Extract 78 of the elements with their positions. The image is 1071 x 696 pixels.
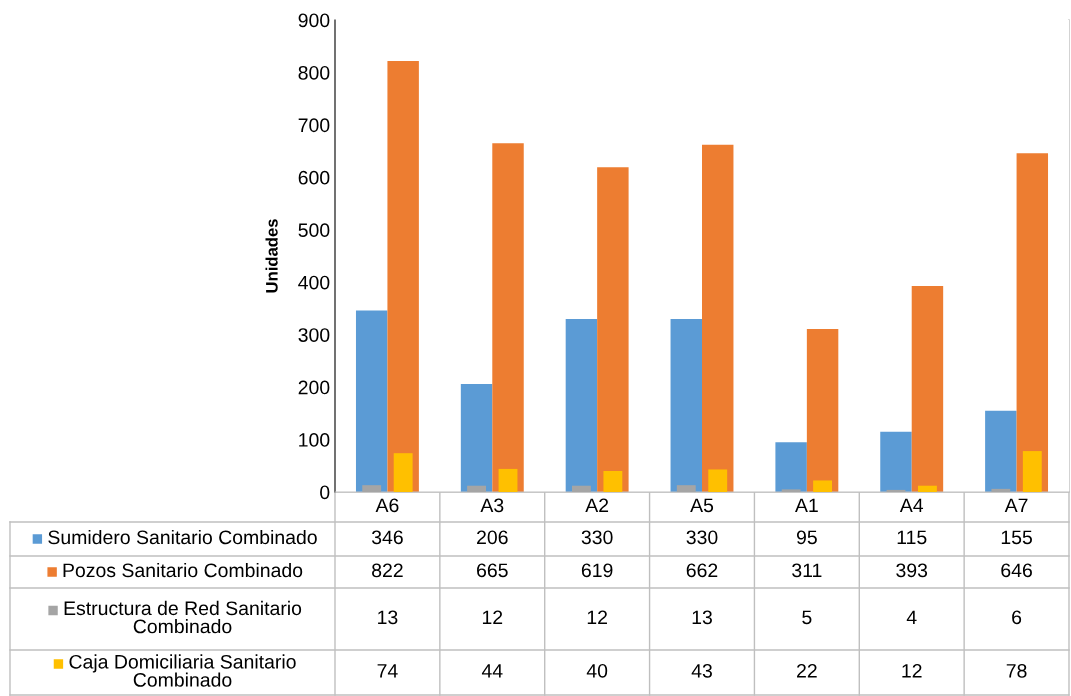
bar (702, 144, 734, 492)
y-tick-label: 900 (298, 13, 330, 28)
bar (467, 485, 486, 492)
x-tick-label: A7 (1004, 498, 1028, 513)
data-label: 43 (691, 663, 712, 678)
data-label: 6 (1012, 610, 1022, 625)
bar (813, 480, 833, 492)
data-label: 155 (1001, 530, 1032, 545)
bar (806, 328, 839, 492)
bar (911, 285, 944, 492)
y-tick-label: 400 (298, 275, 330, 290)
bar (1022, 451, 1042, 492)
y-axis-title: Unidades (265, 219, 278, 293)
legend-label: Sumidero Sanitario Combinado (48, 529, 317, 545)
data-label: 115 (897, 530, 927, 545)
bar (886, 489, 906, 492)
y-tick-label: 800 (298, 65, 330, 80)
data-label: 40 (586, 663, 608, 678)
data-label: 330 (581, 530, 613, 545)
bar (393, 453, 413, 492)
bar (597, 167, 629, 492)
bar (387, 60, 419, 492)
data-label: 393 (896, 563, 928, 578)
y-tick-label: 100 (299, 433, 330, 447)
legend-label: Estructura de Red Sanitario Combinado (64, 600, 302, 634)
bar (781, 489, 801, 492)
bar (670, 318, 702, 492)
data-label: 78 (1006, 663, 1027, 678)
data-label: 206 (477, 530, 508, 545)
data-label: 646 (1001, 563, 1032, 578)
bar (676, 485, 696, 492)
y-tick-label: 0 (320, 485, 330, 500)
bar (603, 471, 623, 492)
bar (355, 310, 388, 492)
legend-label: Pozos Sanitario Combinado (63, 562, 303, 578)
bar (880, 431, 912, 492)
data-label: 4 (906, 610, 917, 625)
bar (991, 488, 1011, 492)
x-tick-label: A6 (375, 498, 399, 513)
data-label: 12 (902, 663, 922, 678)
data-label: 822 (372, 563, 403, 578)
x-tick-label: A4 (899, 498, 924, 513)
y-tick-label: 300 (298, 328, 330, 342)
data-label: 662 (686, 563, 718, 578)
data-label: 619 (581, 563, 613, 578)
y-tick-label: 200 (298, 380, 330, 395)
data-label: 311 (792, 563, 822, 578)
bar (985, 410, 1017, 492)
legend-label: Caja Domiciliaria Sanitario Combinado (69, 654, 296, 687)
data-label: 13 (692, 610, 712, 625)
y-tick-label: 600 (298, 170, 330, 185)
data-label: 44 (481, 664, 503, 678)
bar (460, 383, 493, 492)
x-tick-label: A3 (480, 498, 504, 513)
data-label: 5 (802, 610, 812, 625)
bar (571, 485, 591, 492)
bar (498, 468, 518, 492)
data-label: 12 (482, 610, 503, 625)
data-label: 330 (686, 530, 718, 545)
bar (1016, 153, 1049, 492)
data-label: 12 (587, 610, 607, 625)
data-label: 13 (378, 610, 398, 625)
bar (918, 485, 937, 492)
bar (565, 318, 598, 492)
x-tick-label: A1 (795, 498, 818, 513)
data-label: 665 (477, 563, 508, 578)
data-label: 95 (796, 530, 817, 545)
bar (492, 143, 524, 492)
bar (708, 469, 728, 492)
data-label: 74 (377, 664, 398, 678)
data-label: 22 (797, 663, 817, 678)
data-label: 346 (371, 530, 403, 545)
y-tick-label: 700 (298, 118, 330, 133)
y-tick-label: 500 (298, 223, 330, 238)
x-tick-label: A5 (690, 498, 714, 513)
bar (775, 442, 807, 492)
x-tick-label: A2 (585, 498, 609, 513)
bar (362, 485, 382, 492)
